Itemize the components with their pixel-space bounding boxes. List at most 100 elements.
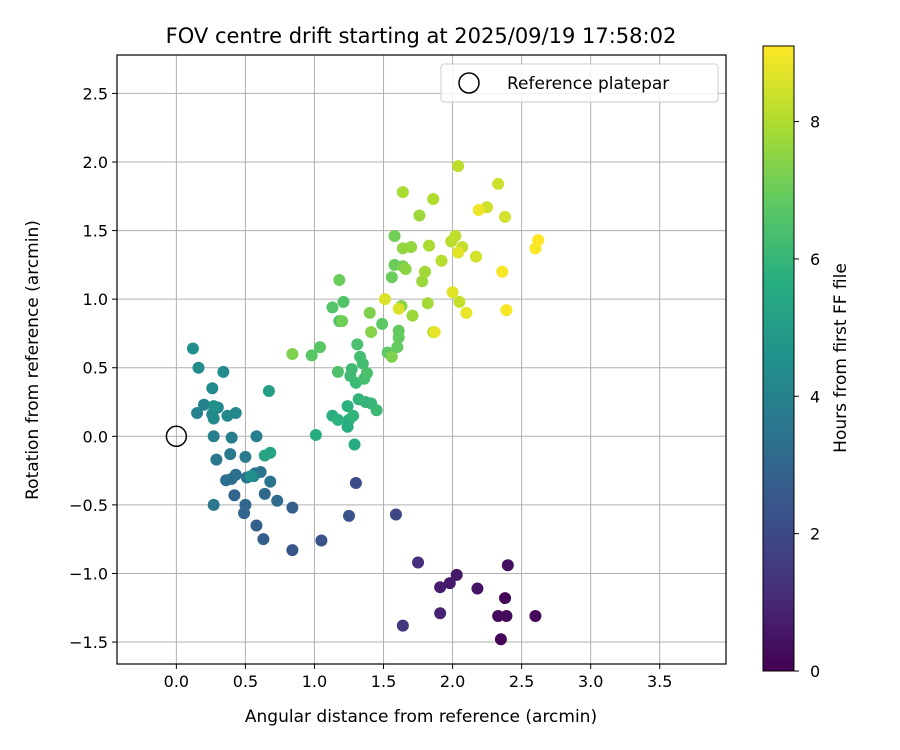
colorbar: 0 2 4 6 8 Hours from first FF file	[762, 45, 851, 681]
data-point	[356, 357, 369, 370]
y-axis-ticks: −1.5 −1.0 −0.5 0.0 0.5 1.0 1.5 2.0 2.5	[69, 84, 117, 652]
data-point	[191, 406, 204, 419]
y-tick-label: −1.5	[69, 633, 108, 652]
data-point	[427, 193, 440, 206]
data-point	[192, 361, 205, 374]
colorbar-tick-label: 8	[810, 113, 820, 132]
data-point	[389, 508, 402, 521]
data-point	[406, 309, 419, 322]
data-point	[198, 398, 210, 411]
data-point	[472, 203, 485, 216]
data-point	[501, 559, 514, 572]
data-point	[250, 430, 263, 443]
data-point	[496, 265, 509, 278]
data-point	[343, 509, 355, 522]
data-point	[378, 293, 391, 306]
chart-title: FOV centre drift starting at 2025/09/19 …	[166, 24, 677, 48]
data-point	[220, 474, 233, 487]
data-point	[207, 412, 220, 425]
data-point	[452, 246, 465, 259]
legend: Reference platepar	[440, 63, 719, 103]
data-point	[331, 365, 344, 378]
data-point	[244, 470, 257, 483]
grid	[117, 55, 726, 664]
y-tick-label: 2.5	[83, 84, 108, 103]
data-point	[471, 582, 484, 595]
data-point	[239, 498, 252, 511]
data-point	[250, 519, 263, 532]
data-point	[363, 306, 376, 319]
colorbar-tick-label: 0	[810, 662, 820, 681]
data-point	[286, 501, 299, 514]
data-point	[337, 295, 350, 308]
y-tick-label: 0.5	[83, 359, 108, 378]
data-point	[336, 315, 349, 328]
data-point	[492, 177, 505, 190]
data-point	[348, 438, 361, 451]
y-tick-label: 1.0	[83, 290, 108, 309]
y-tick-label: −0.5	[69, 496, 108, 515]
data-point	[449, 230, 462, 243]
data-point	[264, 475, 277, 488]
x-tick-label: 1.0	[302, 672, 327, 691]
data-point	[239, 450, 252, 463]
data-point	[385, 350, 398, 363]
data-point	[532, 234, 545, 247]
y-tick-label: 2.0	[83, 153, 108, 172]
colorbar-ticks: 0 2 4 6 8	[794, 113, 820, 681]
y-axis-label: Rotation from reference (arcmin)	[23, 220, 43, 500]
data-point	[345, 363, 358, 376]
data-point	[258, 487, 271, 500]
data-point	[229, 406, 242, 419]
data-point	[314, 341, 326, 354]
y-tick-label: −1.0	[69, 564, 108, 583]
legend-marker	[458, 72, 480, 94]
data-point	[529, 609, 542, 622]
x-axis-label: Angular distance from reference (arcmin)	[245, 707, 597, 727]
data-point	[309, 428, 322, 441]
data-point	[224, 448, 237, 461]
data-point	[435, 254, 448, 267]
x-tick-label: 2.0	[440, 672, 465, 691]
data-point	[349, 476, 362, 489]
data-point	[360, 367, 373, 380]
x-tick-label: 3.5	[647, 672, 672, 691]
data-point	[392, 324, 405, 337]
data-point	[286, 348, 299, 361]
data-point	[206, 382, 219, 395]
data-point	[499, 592, 512, 605]
data-point	[225, 431, 238, 444]
data-point	[228, 489, 241, 502]
x-tick-label: 0.5	[233, 672, 258, 691]
x-tick-label: 3.0	[578, 672, 603, 691]
y-tick-label: 1.5	[83, 222, 108, 241]
data-point	[210, 453, 223, 466]
x-tick-label: 0.0	[164, 672, 189, 691]
data-point	[286, 544, 299, 557]
data-point	[315, 534, 328, 547]
x-axis-ticks: 0.0 0.5 1.0 1.5 2.0 2.5 3.0 3.5	[164, 664, 672, 691]
data-point	[305, 349, 318, 362]
data-point	[494, 633, 507, 646]
colorbar-tick-label: 4	[810, 387, 820, 406]
data-point	[413, 209, 426, 222]
data-point	[405, 241, 418, 254]
colorbar-tick-label: 2	[810, 525, 820, 544]
data-point	[392, 302, 405, 315]
data-point	[450, 568, 463, 581]
data-point	[416, 275, 429, 288]
data-point	[376, 317, 389, 330]
legend-label: Reference platepar	[507, 74, 669, 94]
data-point	[333, 273, 346, 286]
data-point	[385, 271, 398, 284]
data-point	[365, 326, 378, 339]
colorbar-tick-label: 6	[810, 250, 820, 269]
data-point	[453, 295, 466, 308]
data-point	[347, 409, 360, 422]
data-point	[396, 186, 409, 199]
data-point	[217, 365, 230, 378]
reference-platepar-marker	[165, 425, 188, 448]
data-point	[452, 160, 465, 173]
data-point	[229, 468, 242, 481]
